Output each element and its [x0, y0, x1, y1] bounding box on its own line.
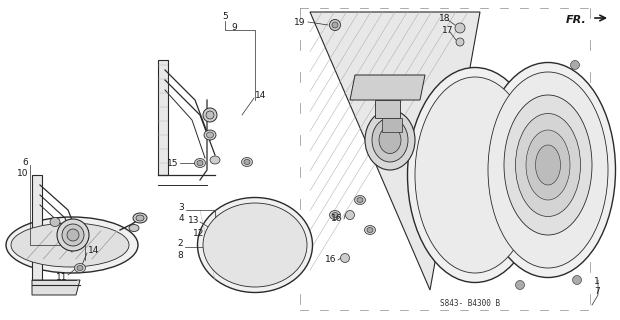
Ellipse shape	[136, 215, 144, 221]
Ellipse shape	[244, 159, 250, 164]
Ellipse shape	[204, 130, 216, 140]
Text: 18: 18	[438, 13, 450, 22]
Ellipse shape	[329, 20, 340, 30]
Text: 2: 2	[177, 238, 183, 247]
Ellipse shape	[372, 118, 408, 162]
Polygon shape	[310, 12, 480, 290]
Polygon shape	[32, 175, 42, 285]
Ellipse shape	[77, 266, 83, 270]
Ellipse shape	[210, 156, 220, 164]
Ellipse shape	[74, 263, 86, 273]
Text: 15: 15	[167, 158, 178, 167]
Ellipse shape	[355, 196, 366, 204]
Ellipse shape	[365, 110, 415, 170]
Ellipse shape	[50, 218, 60, 227]
Polygon shape	[158, 60, 168, 175]
Text: 9: 9	[231, 22, 237, 31]
Ellipse shape	[133, 213, 147, 223]
Ellipse shape	[206, 132, 213, 138]
Ellipse shape	[57, 219, 89, 251]
Text: 10: 10	[17, 169, 28, 178]
Ellipse shape	[332, 22, 338, 28]
Polygon shape	[375, 100, 400, 118]
Ellipse shape	[129, 225, 139, 231]
Text: 1: 1	[594, 277, 600, 286]
Text: S843- B4300 B: S843- B4300 B	[440, 299, 500, 308]
Text: 13: 13	[187, 215, 199, 225]
Ellipse shape	[67, 229, 79, 241]
Ellipse shape	[357, 197, 363, 203]
Ellipse shape	[198, 197, 312, 292]
Ellipse shape	[203, 203, 307, 287]
Text: 16: 16	[324, 255, 336, 265]
Text: 17: 17	[441, 26, 453, 35]
Polygon shape	[350, 75, 425, 100]
Ellipse shape	[536, 145, 560, 185]
Text: 11: 11	[56, 274, 68, 283]
Text: 6: 6	[22, 157, 28, 166]
Text: 12: 12	[193, 228, 204, 237]
Ellipse shape	[570, 60, 580, 69]
Text: 14: 14	[88, 245, 99, 254]
Ellipse shape	[515, 114, 580, 217]
Text: 14: 14	[255, 91, 267, 100]
Ellipse shape	[6, 217, 138, 273]
Ellipse shape	[407, 68, 542, 283]
Text: 4: 4	[179, 213, 184, 222]
Ellipse shape	[206, 111, 214, 119]
Ellipse shape	[62, 224, 84, 246]
Ellipse shape	[365, 226, 376, 235]
Text: FR.: FR.	[566, 15, 587, 25]
Ellipse shape	[242, 157, 252, 166]
Ellipse shape	[455, 23, 465, 33]
Text: 7: 7	[594, 287, 600, 297]
Ellipse shape	[526, 130, 570, 200]
Text: 16: 16	[330, 213, 342, 222]
Ellipse shape	[329, 211, 340, 220]
Ellipse shape	[572, 276, 582, 284]
Text: 3: 3	[179, 203, 184, 212]
Ellipse shape	[197, 161, 203, 165]
Text: 8: 8	[177, 251, 183, 260]
Text: 5: 5	[222, 12, 228, 20]
Ellipse shape	[379, 126, 401, 154]
Polygon shape	[382, 118, 402, 132]
Ellipse shape	[367, 228, 373, 233]
Ellipse shape	[480, 62, 616, 277]
Polygon shape	[32, 280, 80, 295]
Ellipse shape	[515, 281, 525, 290]
Ellipse shape	[415, 77, 535, 273]
Ellipse shape	[203, 108, 217, 122]
Ellipse shape	[332, 212, 338, 218]
Ellipse shape	[504, 95, 592, 235]
Ellipse shape	[195, 158, 205, 167]
Ellipse shape	[11, 223, 129, 267]
Text: 19: 19	[293, 18, 305, 27]
Ellipse shape	[488, 72, 608, 268]
Ellipse shape	[456, 38, 464, 46]
Ellipse shape	[345, 211, 355, 220]
Ellipse shape	[340, 253, 350, 262]
